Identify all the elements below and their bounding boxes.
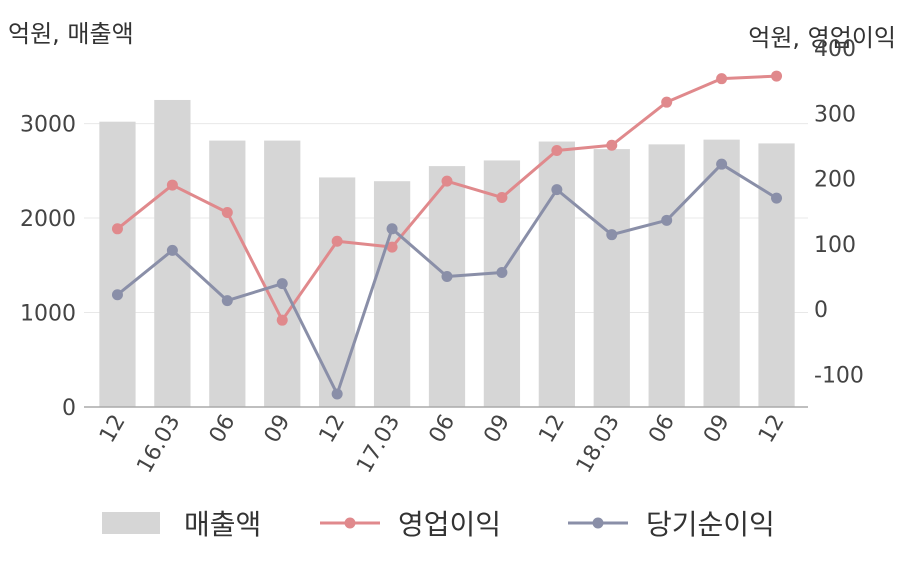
left-axis-tick-label: 3000 bbox=[20, 113, 76, 138]
left-axis-tick-label: 0 bbox=[62, 396, 76, 421]
x-axis-category-label: 16.03 bbox=[132, 411, 185, 478]
revenue-bar bbox=[209, 140, 246, 407]
left-axis-tick-label: 1000 bbox=[20, 302, 76, 327]
operating-profit-point bbox=[441, 175, 453, 187]
revenue-bar bbox=[758, 143, 795, 407]
x-axis-category-label: 06 bbox=[205, 411, 241, 448]
x-axis-category-label: 06 bbox=[644, 411, 680, 448]
operating-profit-point bbox=[276, 314, 288, 326]
x-axis-category-label: 18.03 bbox=[572, 411, 625, 478]
net-income-point bbox=[386, 223, 398, 235]
revenue-bar bbox=[538, 141, 575, 408]
operating-profit-point bbox=[716, 73, 728, 85]
net-income-point bbox=[111, 289, 123, 301]
x-axis-category-label: 12 bbox=[95, 411, 131, 448]
operating-profit-point bbox=[661, 96, 673, 108]
right-axis-tick-label: 0 bbox=[814, 298, 828, 323]
operating-profit-point bbox=[166, 179, 178, 191]
right-axis-tick-label: 200 bbox=[814, 168, 856, 193]
right-axis-tick-label: 100 bbox=[814, 233, 856, 258]
operating-profit-point bbox=[386, 241, 398, 253]
net-income-point bbox=[221, 295, 233, 307]
revenue-bar bbox=[703, 139, 740, 408]
legend-label-operating-profit: 영업이익 bbox=[398, 508, 502, 541]
net-income-point bbox=[496, 267, 508, 279]
revenue-bar bbox=[593, 149, 630, 407]
operating-profit-point bbox=[606, 139, 618, 151]
net-income-point bbox=[661, 214, 673, 226]
operating-profit-point bbox=[771, 70, 783, 82]
legend-item-net-income: 당기순이익 bbox=[568, 498, 775, 548]
right-axis-tick-label: 400 bbox=[814, 37, 856, 62]
net-income-point bbox=[551, 184, 563, 196]
x-axis-category-label: 12 bbox=[534, 411, 570, 448]
x-axis-category-label: 09 bbox=[260, 411, 296, 448]
net-income-point bbox=[441, 270, 453, 282]
revenue-bar bbox=[428, 166, 466, 407]
revenue-bar bbox=[264, 140, 301, 407]
right-axis-tick-label: 300 bbox=[814, 102, 856, 127]
legend-label-revenue: 매출액 bbox=[184, 508, 262, 541]
net-income-point bbox=[606, 229, 618, 241]
net-income-point bbox=[771, 192, 783, 204]
net-income-point bbox=[276, 278, 288, 290]
right-axis-tick-label: -100 bbox=[814, 363, 864, 388]
legend-item-revenue: 매출액 bbox=[102, 498, 261, 548]
revenue-bar bbox=[648, 144, 685, 407]
x-axis-category-label: 12 bbox=[315, 411, 351, 448]
right-axis-unit: 억원, 영업이익 bbox=[748, 24, 896, 52]
net-income-point bbox=[331, 388, 343, 400]
revenue-bar bbox=[319, 177, 356, 407]
operating-profit-point bbox=[551, 144, 563, 156]
net-income-point bbox=[166, 244, 178, 256]
x-axis-category-label: 09 bbox=[479, 411, 515, 448]
legend-item-operating-profit: 영업이익 bbox=[320, 498, 501, 548]
left-axis-unit: 억원, 매출액 bbox=[8, 20, 134, 48]
legend-label-net-income: 당기순이익 bbox=[646, 508, 775, 541]
legend-swatch-bar bbox=[102, 512, 160, 534]
legend-swatch-line-operating bbox=[320, 517, 380, 529]
operating-profit-point bbox=[111, 223, 123, 235]
left-axis-tick-label: 2000 bbox=[20, 207, 76, 232]
legend: 매출액 영업이익 당기순이익 bbox=[0, 498, 908, 548]
operating-profit-point bbox=[496, 191, 508, 203]
x-axis-category-label: 17.03 bbox=[352, 411, 405, 478]
x-axis-category-label: 06 bbox=[425, 411, 461, 448]
x-axis-category-label: 12 bbox=[754, 411, 790, 448]
net-income-point bbox=[716, 158, 728, 170]
operating-profit-point bbox=[221, 206, 233, 218]
x-axis-category-label: 09 bbox=[699, 411, 735, 448]
revenue-bar bbox=[99, 121, 136, 407]
revenue-bar bbox=[373, 181, 411, 407]
operating-profit-point bbox=[331, 235, 343, 247]
legend-swatch-line-net bbox=[568, 517, 628, 529]
